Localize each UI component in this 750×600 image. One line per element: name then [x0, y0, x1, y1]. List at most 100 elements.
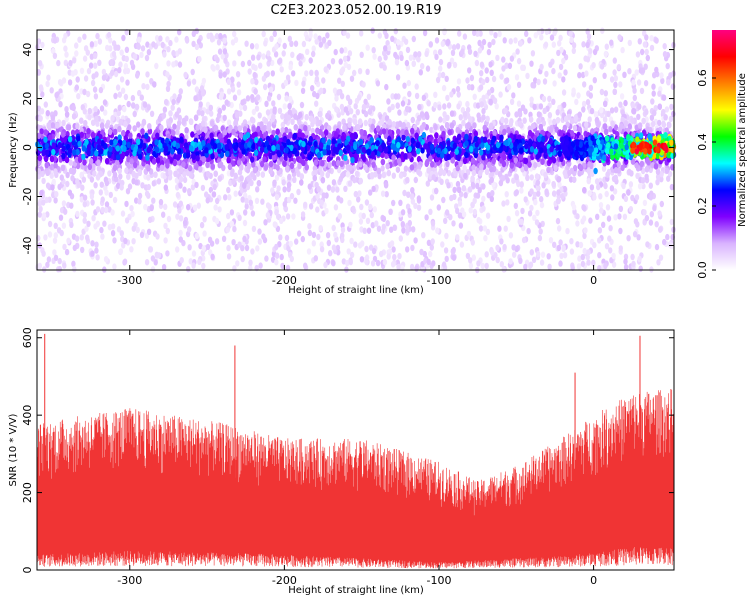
heatmap-cell	[508, 38, 513, 45]
heatmap-cell	[604, 243, 610, 250]
heatmap-cell	[511, 244, 516, 251]
heatmap-cell	[665, 62, 670, 70]
heatmap-cell	[226, 186, 231, 194]
heatmap-cell	[239, 175, 244, 182]
heatmap-cell	[216, 39, 222, 46]
heatmap-cell	[218, 161, 224, 168]
heatmap-cell	[603, 90, 608, 97]
heatmap-cell	[478, 225, 484, 232]
heatmap-cell	[424, 214, 429, 221]
heatmap-cell	[109, 58, 114, 66]
heatmap-cell	[47, 231, 53, 238]
heatmap-cell	[84, 225, 89, 232]
heatmap-cell	[303, 262, 308, 269]
heatmap-cell	[54, 191, 59, 198]
heatmap-cell	[473, 50, 478, 57]
heatmap-cell	[177, 207, 182, 214]
heatmap-cell	[377, 55, 382, 63]
heatmap-cell	[36, 105, 42, 112]
heatmap-cell	[287, 173, 292, 181]
heatmap-cell	[534, 219, 540, 226]
heatmap-cell	[418, 69, 423, 76]
heatmap-cell	[308, 57, 313, 64]
heatmap-cell	[648, 219, 654, 226]
heatmap-cell	[648, 182, 653, 189]
heatmap-cell	[662, 43, 667, 50]
heatmap-cell	[251, 108, 257, 116]
heatmap-cell	[657, 90, 662, 97]
heatmap-cell	[503, 107, 508, 115]
heatmap-cell	[465, 252, 471, 260]
heatmap-cell	[472, 93, 477, 101]
heatmap-cell	[67, 189, 73, 196]
heatmap-cell	[472, 29, 477, 36]
heatmap-cell	[416, 204, 422, 211]
heatmap-cell	[210, 253, 215, 260]
heatmap-cell	[165, 85, 171, 93]
heatmap-cell	[314, 69, 319, 77]
heatmap-cell	[438, 116, 443, 123]
heatmap-cell	[592, 241, 597, 249]
heatmap-cell	[139, 231, 145, 238]
heatmap-cell	[586, 259, 591, 266]
heatmap-cell	[112, 237, 117, 244]
heatmap-cell	[411, 35, 416, 43]
heatmap-cell	[543, 41, 549, 48]
heatmap-cell	[542, 78, 548, 85]
heatmap-cell	[205, 243, 211, 251]
heatmap-cell	[386, 44, 392, 52]
heatmap-cell	[158, 35, 163, 42]
heatmap-cell	[175, 246, 180, 253]
heatmap-cell	[440, 71, 446, 79]
heatmap-cell	[171, 49, 176, 57]
heatmap-cell	[265, 202, 271, 209]
heatmap-cell	[267, 56, 272, 63]
heatmap-cell	[296, 54, 301, 61]
heatmap-cell	[583, 227, 588, 234]
heatmap-cell	[276, 93, 282, 101]
heatmap-cell	[413, 51, 418, 58]
heatmap-cell	[552, 118, 557, 126]
heatmap-cell	[627, 39, 632, 47]
heatmap-cell	[111, 50, 117, 58]
heatmap-cell	[479, 61, 485, 68]
heatmap-cell	[200, 110, 205, 117]
heatmap-cell	[296, 230, 302, 237]
heatmap-cell	[631, 79, 636, 86]
heatmap-cell	[529, 96, 534, 103]
heatmap-cell	[235, 260, 240, 267]
heatmap-cell	[59, 174, 64, 181]
heatmap-cell	[68, 59, 73, 67]
heatmap-cell	[235, 71, 241, 78]
heatmap-cell	[448, 214, 453, 221]
heatmap-cell	[490, 249, 495, 256]
heatmap-cell	[82, 33, 87, 40]
heatmap-cell	[623, 99, 628, 107]
heatmap-cell	[536, 250, 541, 258]
heatmap-cell	[443, 247, 449, 254]
heatmap-cell	[576, 92, 581, 99]
heatmap-cell	[199, 85, 205, 92]
heatmap-cell	[53, 197, 58, 204]
heatmap-cell	[123, 93, 129, 101]
heatmap-cell	[82, 55, 88, 62]
heatmap-cell	[430, 238, 435, 245]
heatmap-cell	[462, 33, 468, 40]
heatmap-cell	[407, 208, 412, 215]
heatmap-cell	[229, 101, 234, 109]
heatmap-cell	[551, 41, 556, 48]
heatmap-cell	[83, 75, 89, 82]
heatmap-cell	[53, 254, 59, 261]
heatmap-cell	[668, 115, 674, 123]
heatmap-cell	[631, 260, 636, 268]
heatmap-cell	[342, 29, 347, 36]
heatmap-cell	[107, 170, 112, 177]
heatmap-cell	[489, 69, 494, 77]
heatmap-cell	[182, 176, 188, 184]
heatmap-cell	[154, 35, 160, 42]
heatmap-cell	[426, 239, 432, 246]
heatmap-cell	[279, 217, 284, 224]
heatmap-cell	[503, 225, 508, 232]
heatmap-cell	[509, 98, 515, 106]
